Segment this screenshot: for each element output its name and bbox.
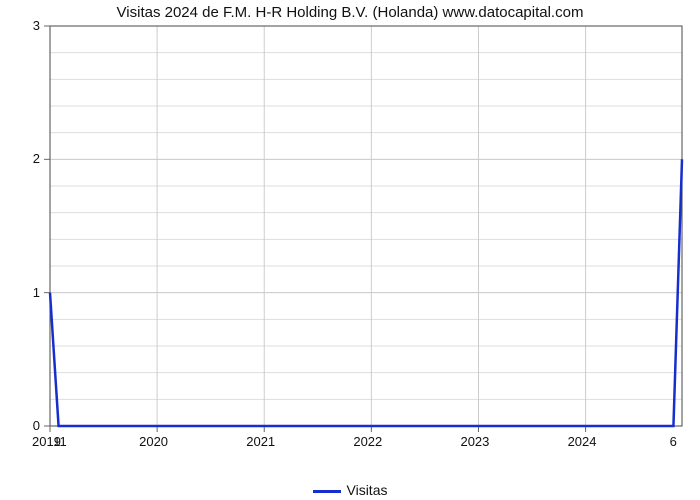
y-tick-label: 2 [33, 151, 40, 166]
legend-swatch [313, 490, 341, 493]
y-tick-label: 3 [33, 18, 40, 33]
x-tick-label: 2024 [568, 434, 597, 449]
y-tick-label: 1 [33, 285, 40, 300]
chart-canvas [0, 0, 700, 500]
legend-label: Visitas [347, 482, 388, 498]
data-point-label: 11 [53, 434, 67, 449]
line-chart: Visitas 2024 de F.M. H-R Holding B.V. (H… [0, 0, 700, 500]
x-tick-label: 2022 [353, 434, 382, 449]
y-tick-label: 0 [33, 418, 40, 433]
x-tick-label: 2023 [460, 434, 489, 449]
x-tick-label: 2020 [139, 434, 168, 449]
data-point-label: 6 [670, 434, 677, 449]
chart-legend: Visitas [0, 482, 700, 498]
x-tick-label: 2021 [246, 434, 275, 449]
